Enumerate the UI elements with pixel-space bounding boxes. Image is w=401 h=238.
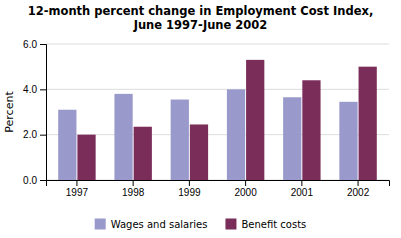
bars — [58, 60, 377, 180]
bar — [246, 60, 264, 180]
bar — [339, 102, 357, 180]
y-axis: 0.0 2.0 4.0 6.0 — [23, 39, 46, 186]
bar — [77, 135, 95, 180]
bar-series — [77, 60, 376, 180]
x-tick: 2000 — [234, 180, 257, 198]
grid-line — [46, 89, 389, 90]
x-tick: 1997 — [66, 180, 89, 198]
x-tick-label: 2002 — [347, 187, 370, 198]
tick-mark — [189, 180, 190, 186]
legend-label: Wages and salaries — [111, 219, 208, 230]
y-tick-label: 4.0 — [23, 84, 37, 95]
y-tick-label: 0.0 — [23, 175, 37, 186]
tick-mark — [40, 180, 46, 181]
x-tick-label: 1997 — [66, 187, 89, 198]
y-tick-label: 2.0 — [23, 129, 37, 140]
title: 12-month percent change in Employment Co… — [28, 4, 374, 18]
bar — [283, 97, 301, 180]
bar — [302, 80, 320, 180]
legend-item: Wages and salaries — [95, 219, 208, 230]
plot: 0.0 2.0 4.0 6.0 1997 1998 1999 2000 2001 2002 — [23, 39, 389, 198]
x-tick: 2001 — [291, 180, 314, 198]
tick-mark — [358, 180, 359, 186]
chart: 12-month percent change in Employment Co… — [0, 0, 401, 238]
bar — [227, 89, 245, 180]
x-tick-label: 1998 — [122, 187, 145, 198]
tick-mark — [76, 180, 77, 186]
tick-mark — [40, 135, 46, 136]
tick-mark — [40, 44, 46, 45]
y-axis-label: Percent — [3, 91, 16, 133]
x-tick-label: 1999 — [178, 187, 201, 198]
legend: Wages and salaries Benefit costs — [95, 219, 307, 230]
x-tick-label: 2000 — [234, 187, 257, 198]
bar — [134, 127, 152, 180]
x-tick: 2002 — [347, 180, 370, 198]
tick-mark — [245, 180, 246, 186]
legend-label: Benefit costs — [241, 219, 306, 230]
axis-domain — [47, 181, 390, 187]
x-tick: 1999 — [178, 180, 201, 198]
y-tick-label: 6.0 — [23, 39, 37, 50]
tick-mark — [40, 89, 46, 90]
subtitle: June 1997-June 2002 — [133, 18, 268, 32]
grid-line — [46, 134, 389, 135]
grid — [46, 44, 389, 180]
bar — [359, 67, 377, 180]
y-tick: 0.0 — [23, 175, 46, 186]
y-tick: 6.0 — [23, 39, 46, 50]
x-tick-label: 2001 — [291, 187, 314, 198]
axis-domain — [40, 45, 47, 181]
y-tick: 4.0 — [23, 84, 46, 95]
x-tick: 1998 — [122, 180, 145, 198]
bar — [171, 100, 189, 180]
legend-swatch — [95, 219, 106, 230]
bar — [114, 94, 132, 180]
tick-mark — [301, 180, 302, 186]
legend-swatch — [225, 219, 236, 230]
tick-mark — [133, 180, 134, 186]
y-tick: 2.0 — [23, 129, 46, 140]
bar — [58, 110, 76, 180]
legend-item: Benefit costs — [225, 219, 306, 230]
x-axis: 1997 1998 1999 2000 2001 2002 — [47, 180, 390, 198]
grid-line — [46, 44, 389, 45]
bar — [190, 124, 208, 180]
